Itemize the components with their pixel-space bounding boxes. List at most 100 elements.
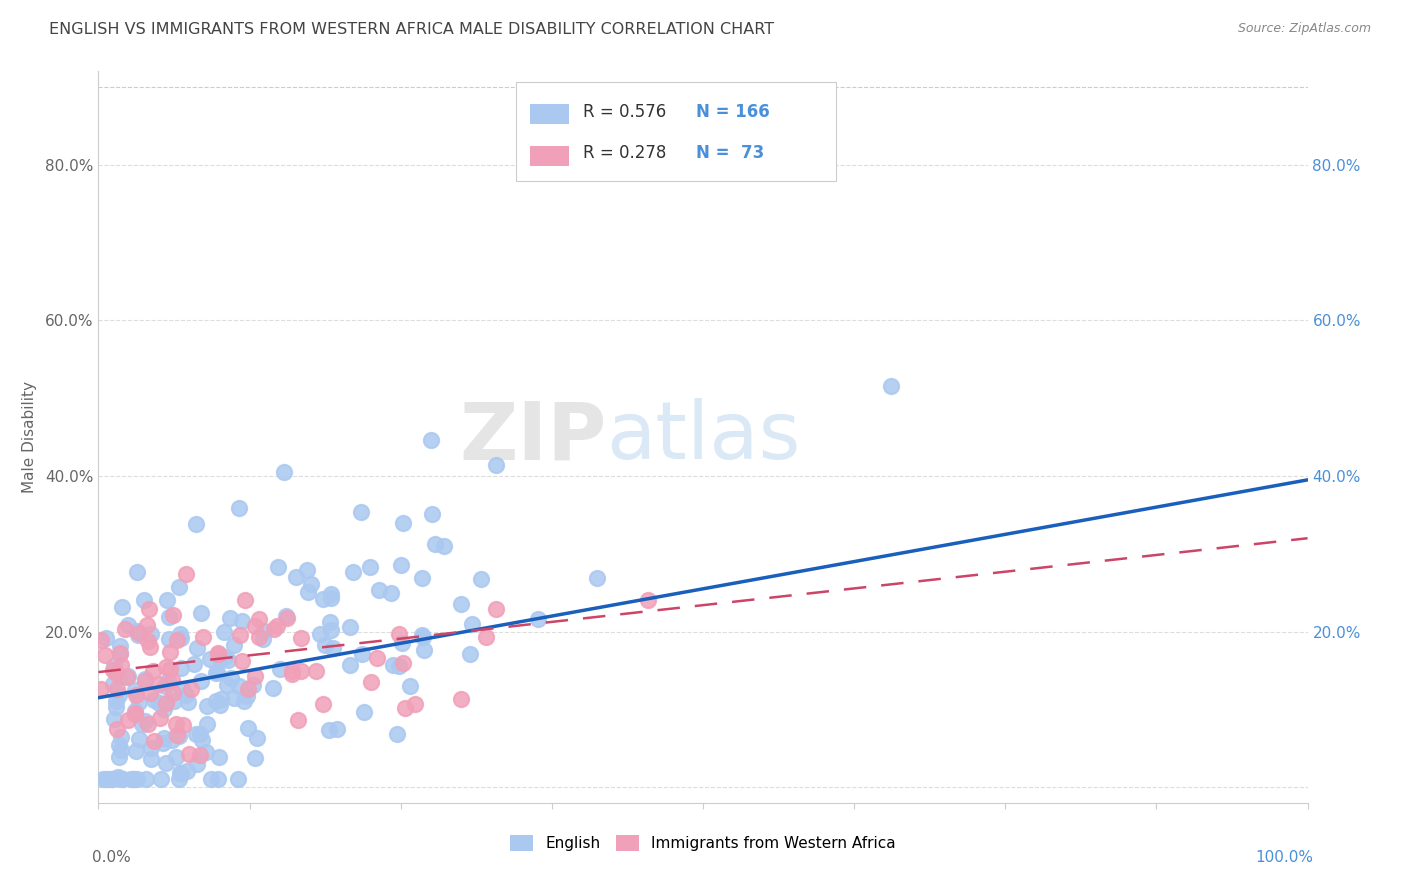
- Point: [94, 648, 117, 663]
- Point: [162, 686, 184, 700]
- Point: [143, 693, 166, 707]
- Point: [186, 641, 208, 656]
- Point: [353, 705, 375, 719]
- Point: [287, 713, 309, 727]
- Point: [121, 772, 143, 787]
- Point: [186, 727, 208, 741]
- Point: [391, 516, 413, 530]
- Point: [412, 642, 434, 657]
- Point: [243, 751, 266, 765]
- Point: [110, 658, 132, 673]
- Point: [131, 717, 153, 731]
- Point: [474, 630, 496, 644]
- Point: [117, 669, 139, 683]
- Point: [281, 665, 304, 679]
- Point: [411, 571, 433, 585]
- Point: [637, 593, 659, 607]
- Point: [155, 696, 177, 710]
- Point: [136, 717, 159, 731]
- Point: [107, 750, 129, 764]
- Point: [176, 694, 198, 708]
- Text: 100.0%: 100.0%: [1256, 850, 1313, 865]
- Point: [132, 593, 155, 607]
- Point: [368, 583, 391, 598]
- Point: [246, 731, 269, 745]
- Point: [222, 691, 245, 706]
- Point: [527, 612, 550, 626]
- Point: [134, 674, 156, 689]
- Point: [266, 619, 288, 633]
- Point: [205, 665, 228, 679]
- Point: [186, 757, 208, 772]
- Point: [108, 639, 131, 653]
- Point: [107, 681, 129, 696]
- Point: [217, 653, 239, 667]
- Point: [157, 632, 180, 646]
- Point: [157, 673, 180, 688]
- Point: [485, 458, 508, 473]
- Point: [96, 772, 118, 787]
- Point: [110, 742, 132, 756]
- Point: [253, 624, 276, 639]
- Point: [485, 602, 508, 616]
- Point: [169, 627, 191, 641]
- Point: [312, 591, 335, 606]
- Point: [122, 772, 145, 787]
- Point: [135, 772, 157, 787]
- Point: [110, 772, 132, 787]
- Point: [432, 539, 454, 553]
- Point: [450, 692, 472, 706]
- Point: [125, 772, 148, 787]
- Point: [124, 706, 146, 721]
- Point: [191, 733, 214, 747]
- Point: [380, 585, 402, 599]
- Point: [214, 649, 236, 664]
- Point: [148, 696, 170, 710]
- Point: [103, 663, 125, 677]
- Point: [247, 630, 270, 644]
- Point: [212, 624, 235, 639]
- Point: [586, 571, 609, 585]
- Point: [880, 378, 903, 392]
- Text: N =  73: N = 73: [696, 145, 763, 162]
- Point: [105, 722, 128, 736]
- Point: [176, 764, 198, 778]
- Point: [167, 729, 190, 743]
- Point: [208, 698, 231, 712]
- Point: [128, 731, 150, 746]
- Point: [155, 660, 177, 674]
- Point: [165, 750, 187, 764]
- Point: [276, 611, 298, 625]
- Point: [156, 593, 179, 607]
- Point: [104, 694, 127, 708]
- Point: [394, 700, 416, 714]
- Point: [458, 647, 481, 661]
- Point: [304, 664, 326, 678]
- Point: [235, 593, 257, 607]
- Point: [399, 680, 422, 694]
- Point: [193, 630, 215, 644]
- Point: [385, 727, 408, 741]
- Point: [243, 618, 266, 632]
- Point: [420, 433, 443, 447]
- Point: [180, 681, 202, 696]
- Text: 0.0%: 0.0%: [93, 850, 131, 865]
- Point: [124, 704, 146, 718]
- Point: [90, 681, 112, 696]
- Point: [229, 628, 252, 642]
- Point: [412, 630, 434, 644]
- Point: [169, 766, 191, 780]
- Point: [110, 731, 132, 745]
- Point: [152, 736, 174, 750]
- Point: [207, 647, 229, 661]
- Point: [208, 750, 231, 764]
- Point: [420, 507, 443, 521]
- Point: [263, 622, 285, 636]
- Point: [312, 697, 335, 711]
- Point: [108, 738, 131, 752]
- Point: [219, 671, 242, 685]
- Point: [97, 772, 120, 787]
- Point: [339, 620, 361, 634]
- Point: [299, 577, 322, 591]
- Point: [94, 632, 117, 646]
